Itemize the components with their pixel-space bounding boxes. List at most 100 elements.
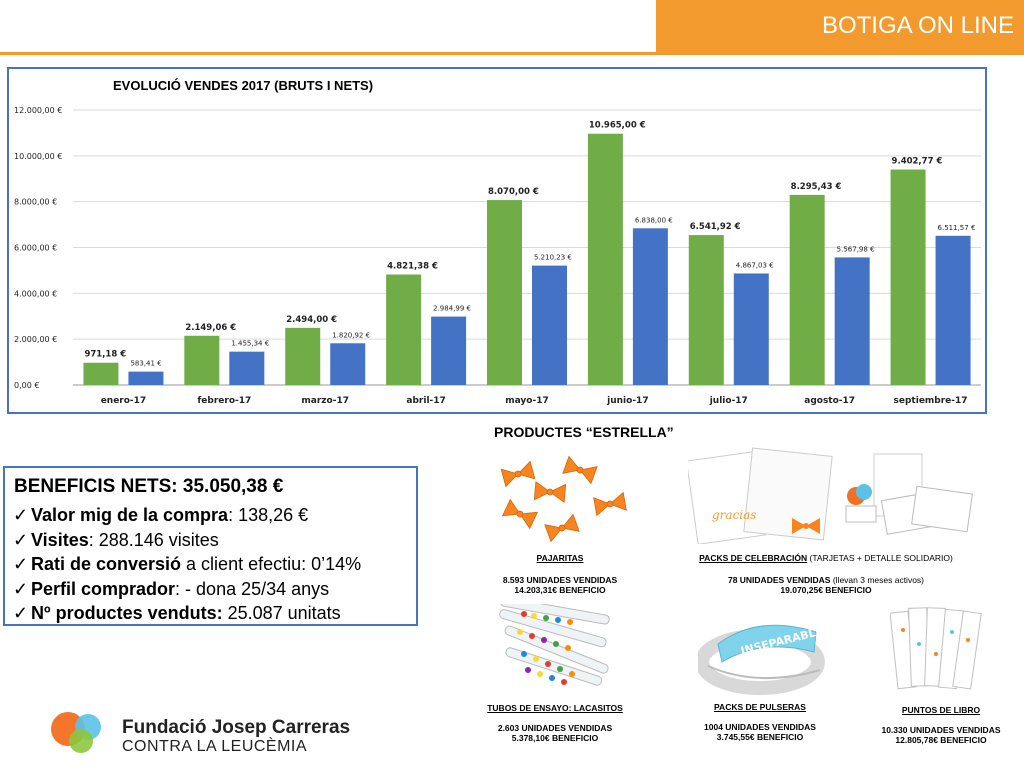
product-puntos-libro: PUNTOS DE LIBRO 10.330 UNIDADES VENDIDAS… (858, 705, 1024, 745)
product-units: 78 UNIDADES VENDIDAS (727, 575, 831, 585)
bar-net (632, 228, 668, 385)
logo-subtitle: CONTRA LA LEUCÈMIA (122, 738, 308, 755)
x-tick-label: enero-17 (101, 396, 147, 406)
data-label: 9.402,77 € (892, 157, 943, 167)
checkmark-icon: ✓ (13, 529, 29, 550)
product-pajaritas: PAJARITAS 8.593 UNIDADES VENDIDAS 14.203… (480, 553, 640, 595)
stat-label: Rati de conversió (31, 554, 182, 574)
y-tick-label: 0,00 € (14, 381, 39, 390)
bar-gross (83, 362, 119, 385)
x-tick-label: septiembre-17 (894, 396, 968, 406)
product-benefit: 14.203,31€ BENEFICIO (514, 585, 606, 595)
y-tick-label: 10.000,00 € (14, 152, 62, 161)
bar-net (532, 265, 567, 385)
x-tick-label: junio-17 (606, 396, 648, 406)
bar-net (229, 351, 265, 385)
chart-labels: 0,00 € 2.000,00 € 4.000,00 € 6.000,00 € 8.00… (14, 106, 975, 406)
product-name: PAJARITAS (536, 553, 584, 563)
bar-net (935, 235, 971, 385)
sales-chart-svg: EVOLUCIÓ VENDES 2017 (BRUTS I NETS) 0,00… (14, 78, 981, 406)
product-units: 8.593 UNIDADES VENDIDAS (502, 575, 618, 585)
checkmark-icon: ✓ (13, 554, 29, 574)
stat-value: : 288.146 visites (88, 529, 219, 550)
x-tick-label: mayo-17 (505, 396, 548, 406)
product-units: 2.603 UNIDADES VENDIDAS (497, 723, 613, 733)
sales-chart: EVOLUCIÓ VENDES 2017 (BRUTS I NETS) 0,00… (7, 67, 987, 414)
list-item: ✓ Perfil comprador: - dona 25/34 anys (13, 577, 361, 602)
product-benefit: 19.070,25€ BENEFICIO (780, 585, 872, 595)
list-item: ✓ Rati de conversió a client efectiu: 0’1… (13, 552, 361, 577)
data-label: 5.210,23 € (534, 254, 572, 262)
product-tubos-ensayo: TUBOS DE ENSAYO: LACASITOS 2.603 UNIDADE… (472, 703, 638, 743)
wristbands-image: INSEPARABLES (698, 623, 832, 695)
bar-net (330, 343, 366, 385)
bar-gross (890, 169, 926, 385)
stat-value: a client efectiu: 0’14% (181, 554, 362, 574)
checkmark-icon: ✓ (13, 505, 29, 525)
product-packs-celebracion: PACKS DE CELEBRACIÓN (TARJETAS + DETALLE… (686, 553, 966, 595)
product-name: PACKS DE CELEBRACIÓN (699, 553, 808, 563)
header-rule (0, 52, 1024, 55)
checkmark-icon: ✓ (13, 603, 29, 623)
x-tick-label: julio-17 (709, 396, 748, 406)
bar-gross (789, 194, 825, 385)
list-item: ✓ Valor mig de la compra: 138,26 € (13, 503, 361, 528)
bar-gross (487, 200, 522, 385)
stat-label: Visites (31, 529, 89, 550)
celebration-card-text: gracias (712, 508, 756, 522)
stats-list: ✓ Valor mig de la compra: 138,26 € ✓ Visit… (13, 503, 361, 626)
product-units: 10.330 UNIDADES VENDIDAS (881, 725, 1001, 735)
x-tick-label: febrero-17 (197, 396, 251, 406)
checkmark-icon: ✓ (13, 578, 29, 599)
data-label: 5.567,98 € (837, 245, 875, 253)
bar-net (431, 316, 467, 385)
data-label: 8.295,43 € (791, 182, 842, 192)
product-benefit: 3.745,55€ BENEFICIO (716, 732, 804, 742)
y-tick-label: 4.000,00 € (14, 289, 57, 298)
bookmarks-image (890, 607, 982, 690)
product-benefit: 5.378,10€ BENEFICIO (511, 733, 599, 743)
data-label: 6.541,92 € (690, 222, 741, 232)
data-label: 8.070,00 € (488, 187, 539, 197)
product-benefit: 12.805,78€ BENEFICIO (895, 735, 987, 745)
data-label: 971,18 € (84, 350, 126, 360)
bar-gross (386, 274, 422, 385)
bar-gross (285, 327, 321, 385)
bar-gross (688, 235, 724, 385)
x-tick-label: abril-17 (406, 396, 445, 406)
data-label: 2.149,06 € (185, 323, 236, 333)
data-label: 2.494,00 € (286, 315, 337, 325)
data-label: 4.867,03 € (736, 261, 774, 269)
product-name: PACKS DE PULSERAS (714, 702, 806, 712)
product-name-extra: (TARJETAS + DETALLE SOLIDARIO) (807, 553, 953, 563)
product-units-extra: (llevan 3 meses activos) (830, 575, 925, 585)
x-tick-label: agosto-17 (804, 396, 855, 406)
x-tick-label: marzo-17 (301, 396, 349, 406)
data-label: 4.821,38 € (387, 262, 438, 272)
page-title: BOTIGA ON LINE (821, 12, 1014, 39)
candy-tubes-image (499, 604, 610, 686)
data-label: 6.511,57 € (938, 224, 976, 232)
data-label: 2.984,99 € (433, 305, 471, 313)
bar-gross (184, 335, 220, 385)
products-title: PRODUCTES “ESTRELLA” (494, 424, 674, 440)
logo-name: Fundació Josep Carreras (122, 717, 351, 738)
bar-net (834, 257, 870, 385)
data-label: 1.455,34 € (231, 340, 269, 348)
stat-label: Valor mig de la compra (31, 505, 229, 525)
product-name: TUBOS DE ENSAYO: LACASITOS (487, 703, 623, 713)
fundacio-logo-icon (51, 712, 101, 753)
chart-grid (73, 109, 981, 386)
stat-label: Nº productes venduts: (31, 603, 223, 623)
list-item: ✓ Visites: 288.146 visites (13, 528, 361, 553)
stat-value: : - dona 25/34 anys (175, 578, 330, 599)
data-label: 1.820,92 € (332, 331, 370, 339)
list-item: ✓ Nº productes venduts: 25.087 unitats (13, 601, 361, 626)
bow-ties-image (500, 455, 627, 543)
chart-title: EVOLUCIÓ VENDES 2017 (BRUTS I NETS) (113, 78, 373, 93)
data-label: 6.838,00 € (635, 216, 673, 224)
stat-value: 25.087 unitats (222, 603, 341, 623)
data-label: 10.965,00 € (589, 121, 646, 131)
chart-bars (83, 133, 971, 385)
y-tick-label: 8.000,00 € (14, 198, 57, 207)
